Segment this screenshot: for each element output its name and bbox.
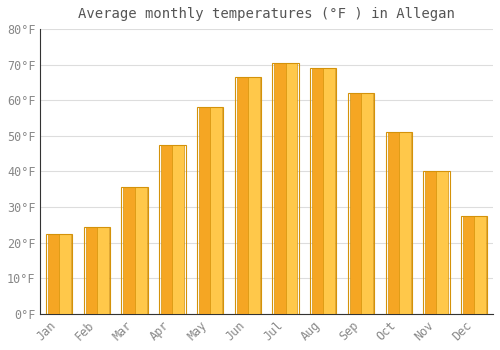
Bar [86, 227, 100, 314]
Bar [122, 188, 148, 314]
Bar [234, 77, 261, 314]
Bar [59, 234, 71, 314]
Bar [272, 63, 299, 314]
Bar [274, 63, 289, 314]
Bar [388, 132, 402, 314]
Bar [474, 216, 486, 314]
Bar [286, 63, 298, 314]
Bar [197, 107, 224, 314]
Bar [134, 188, 146, 314]
Bar [348, 93, 374, 314]
Bar [461, 216, 487, 314]
Bar [172, 145, 184, 314]
Bar [361, 93, 373, 314]
Bar [424, 172, 450, 314]
Bar [312, 68, 326, 314]
Bar [324, 68, 335, 314]
Bar [350, 93, 364, 314]
Bar [48, 234, 62, 314]
Bar [46, 234, 72, 314]
Bar [236, 77, 251, 314]
Bar [463, 216, 477, 314]
Bar [398, 132, 410, 314]
Bar [84, 227, 110, 314]
Bar [386, 132, 412, 314]
Bar [425, 172, 440, 314]
Bar [199, 107, 214, 314]
Bar [310, 68, 336, 314]
Bar [210, 107, 222, 314]
Bar [436, 172, 448, 314]
Bar [97, 227, 109, 314]
Bar [124, 188, 138, 314]
Bar [248, 77, 260, 314]
Title: Average monthly temperatures (°F ) in Allegan: Average monthly temperatures (°F ) in Al… [78, 7, 455, 21]
Bar [161, 145, 176, 314]
Bar [159, 145, 186, 314]
